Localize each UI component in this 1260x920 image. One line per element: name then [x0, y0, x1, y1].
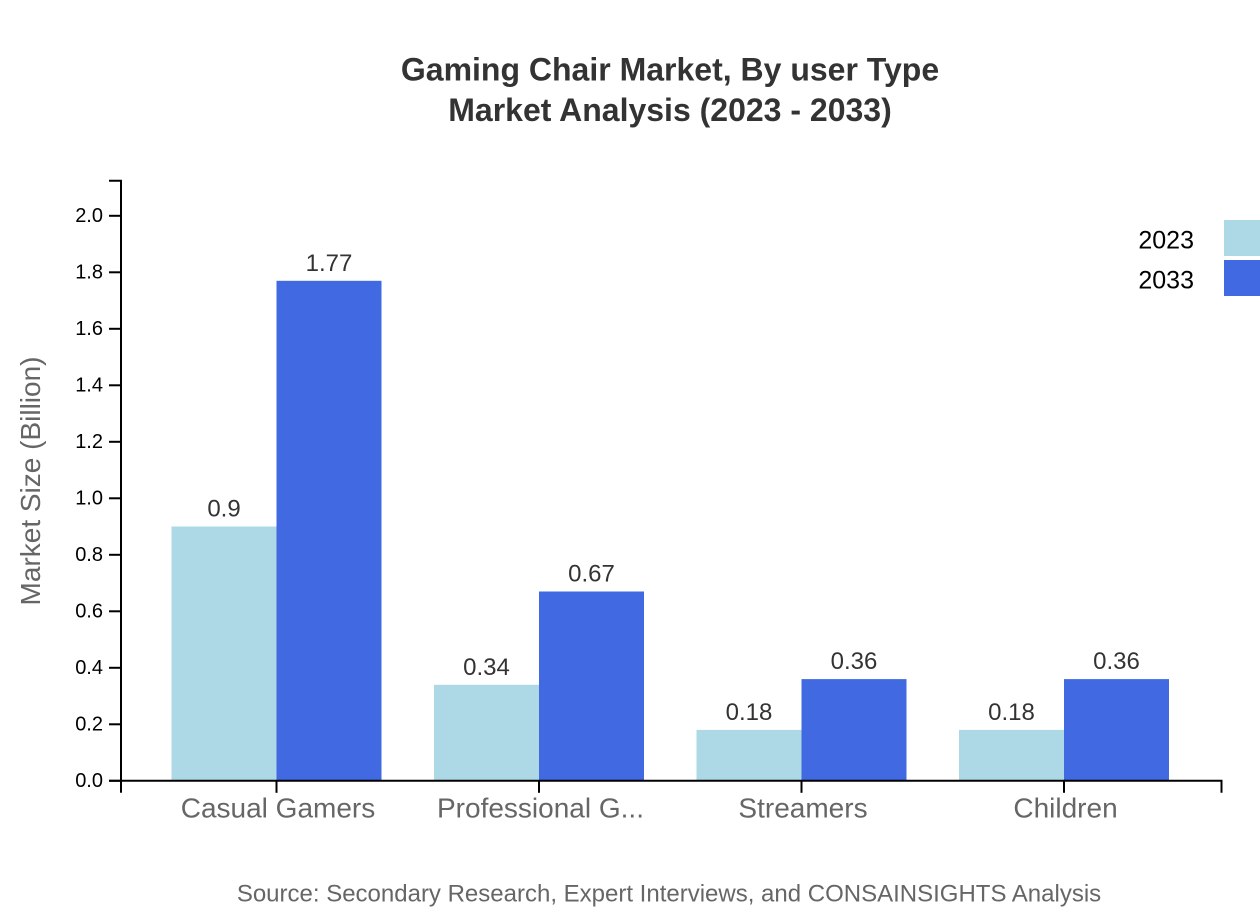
svg-text:0.67: 0.67: [568, 561, 615, 588]
svg-text:Casual Gamers: Casual Gamers: [181, 792, 376, 823]
svg-text:0.34: 0.34: [463, 654, 510, 681]
svg-text:1.0: 1.0: [75, 488, 103, 510]
svg-text:0.4: 0.4: [75, 657, 103, 679]
svg-text:Gaming Chair Market, By user T: Gaming Chair Market, By user Type: [401, 52, 939, 88]
svg-text:1.4: 1.4: [75, 375, 103, 397]
svg-text:0.36: 0.36: [831, 648, 878, 675]
svg-text:0.8: 0.8: [75, 544, 103, 566]
svg-text:0.2: 0.2: [75, 714, 103, 736]
svg-text:Streamers: Streamers: [738, 792, 867, 823]
svg-text:0.0: 0.0: [75, 770, 103, 792]
svg-text:0.36: 0.36: [1093, 648, 1140, 675]
svg-text:1.77: 1.77: [306, 250, 353, 277]
svg-text:1.2: 1.2: [75, 431, 103, 453]
svg-text:2023: 2023: [1138, 227, 1194, 255]
svg-text:2033: 2033: [1138, 267, 1194, 295]
svg-text:Children: Children: [1013, 792, 1117, 823]
svg-text:0.18: 0.18: [988, 699, 1035, 726]
svg-text:0.18: 0.18: [726, 699, 773, 726]
svg-text:2.0: 2.0: [75, 205, 103, 227]
svg-text:0.9: 0.9: [207, 496, 240, 523]
svg-text:Source: Secondary Research, Ex: Source: Secondary Research, Expert Inter…: [237, 881, 1101, 908]
svg-text:0.6: 0.6: [75, 601, 103, 623]
svg-text:Market Size (Billion): Market Size (Billion): [15, 357, 46, 606]
svg-text:1.6: 1.6: [75, 318, 103, 340]
svg-text:Professional G...: Professional G...: [437, 792, 644, 823]
svg-text:1.8: 1.8: [75, 262, 103, 284]
svg-text:Market Analysis (2023 - 2033): Market Analysis (2023 - 2033): [448, 92, 892, 128]
